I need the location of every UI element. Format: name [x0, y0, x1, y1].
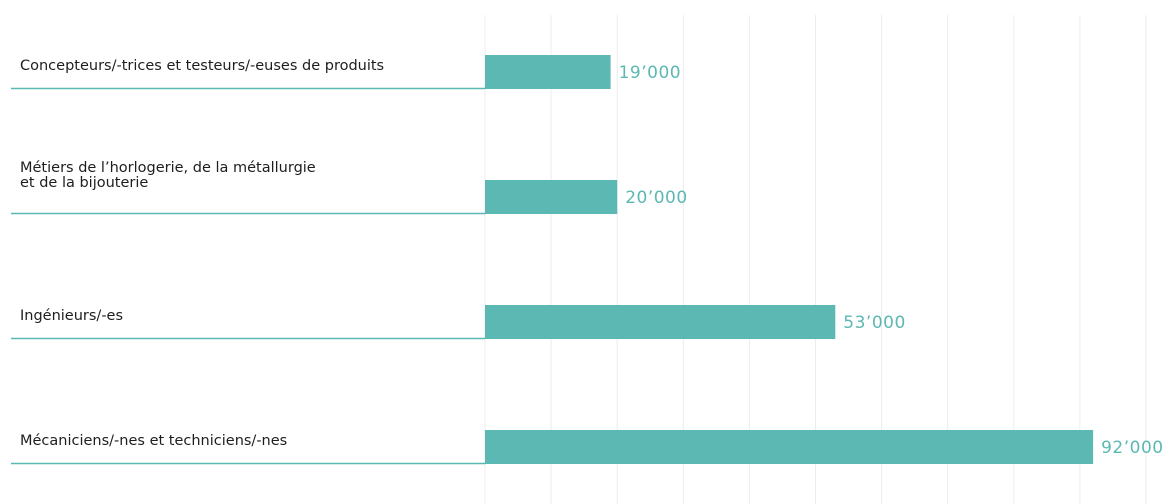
category-label-line: Ingénieurs/-es	[20, 308, 123, 324]
value-label: 20’000	[625, 188, 687, 208]
category-label-line: Mécaniciens/-nes et techniciens/-nes	[20, 433, 287, 449]
category-label-line: et de la bijouterie	[20, 175, 148, 191]
bar-row: Ingénieurs/-es 53’000	[11, 305, 905, 340]
category-label-line: Concepteurs/-trices et testeurs/-euses d…	[20, 58, 384, 74]
bar-row: Mécaniciens/-nes et techniciens/-nes 92’0…	[11, 430, 1163, 465]
category-label: Concepteurs/-trices et testeurs/-euses d…	[20, 58, 384, 74]
bar	[485, 55, 611, 89]
bar-row: Concepteurs/-trices et testeurs/-euses d…	[11, 55, 681, 90]
value-label: 92’000	[1101, 438, 1163, 458]
bar	[485, 305, 836, 339]
bar	[485, 430, 1094, 464]
category-label-line: Métiers de l’horlogerie, de la métallurg…	[20, 160, 316, 176]
value-label: 19’000	[619, 63, 681, 83]
bar-row: Métiers de l’horlogerie, de la métallurg…	[11, 160, 687, 215]
chart-rows: Concepteurs/-trices et testeurs/-euses d…	[11, 55, 1163, 465]
category-label: Métiers de l’horlogerie, de la métallurg…	[20, 160, 316, 191]
bar	[485, 180, 618, 214]
category-label: Ingénieurs/-es	[20, 308, 123, 324]
category-label: Mécaniciens/-nes et techniciens/-nes	[20, 433, 287, 449]
gridlines	[484, 15, 1147, 504]
value-label: 53’000	[843, 313, 905, 333]
